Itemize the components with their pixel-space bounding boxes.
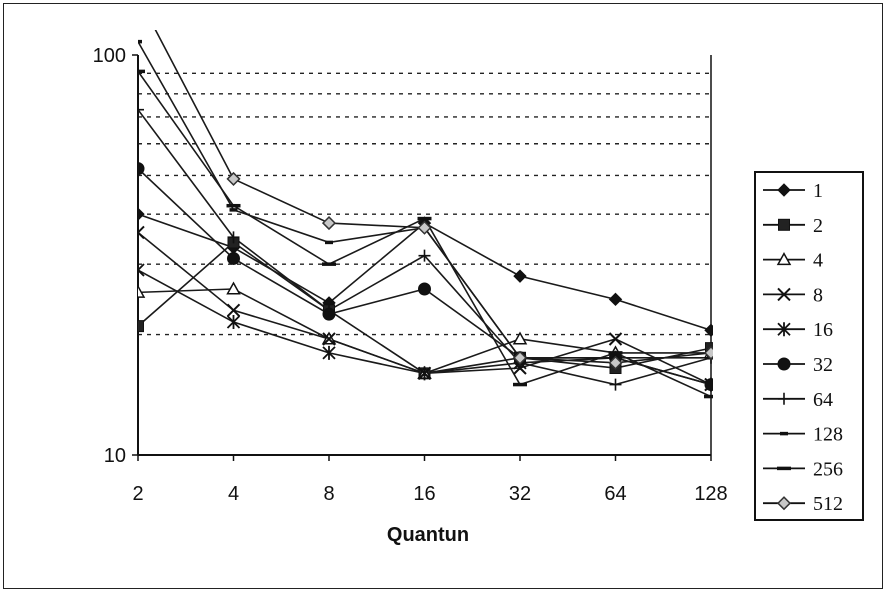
marker-diamond-outline: [703, 345, 713, 360]
series-markers-512: [132, 0, 713, 370]
marker-diamond-outline: [417, 220, 432, 235]
legend-item: 512: [763, 493, 843, 515]
series-markers-16: [138, 263, 713, 392]
legend-label: 512: [813, 493, 843, 515]
marker-square: [138, 320, 144, 333]
marker-plus: [138, 103, 144, 116]
legend-label: 1: [813, 180, 823, 202]
legend-label: 128: [813, 424, 843, 446]
marker-circle: [227, 251, 240, 265]
y-tick-label: 10: [104, 445, 126, 467]
legend-item: 32: [763, 354, 833, 376]
marker-circle: [777, 357, 791, 371]
marker-square: [778, 218, 790, 231]
legend-label: 256: [813, 458, 843, 480]
marker-asterisk: [138, 263, 145, 278]
marker-asterisk: [322, 345, 336, 360]
marker-asterisk: [226, 315, 241, 330]
marker-plus: [323, 304, 335, 317]
marker-diamond-outline: [132, 0, 144, 3]
legend-item: 2: [763, 215, 823, 237]
legend-item: 128: [763, 424, 843, 446]
marker-circle: [418, 282, 431, 296]
x-tick-labels: 2 4 8 16 32 64 128: [132, 483, 727, 505]
legend-item: 4: [763, 250, 823, 272]
legend-box: [754, 171, 864, 521]
x-tick-label: 128: [694, 483, 727, 505]
marker-circle: [704, 378, 713, 392]
x-tick-label: 16: [413, 483, 435, 505]
marker-plus: [418, 249, 431, 262]
marker-plus: [609, 378, 622, 391]
y-tick-label: 100: [93, 45, 126, 67]
legend-label: 64: [813, 389, 833, 411]
legend-item: 64: [763, 389, 833, 411]
series-markers-128: [138, 39, 713, 360]
series-markers-64: [138, 103, 713, 391]
marker-triangle: [138, 284, 146, 298]
x-tick-label: 4: [228, 483, 239, 505]
marker-x: [608, 332, 623, 346]
marker-x: [322, 332, 336, 346]
legend-label: 8: [813, 284, 823, 306]
marker-diamond: [777, 183, 791, 197]
series-line-2: [138, 241, 712, 375]
legend-label: 4: [813, 250, 823, 272]
series-line-512: [154, 30, 712, 364]
marker-diamond-outline: [608, 355, 623, 370]
marker-circle: [138, 162, 145, 176]
legend-item: 16: [763, 319, 833, 341]
series-line-128: [138, 41, 711, 359]
marker-diamond: [138, 207, 145, 221]
series-markers-4: [138, 281, 713, 379]
legend-item: 256: [763, 458, 843, 480]
legend-item: 1: [763, 180, 823, 202]
marker-x: [226, 303, 241, 318]
chart-frame: [3, 3, 883, 589]
series-markers-32: [138, 162, 713, 392]
grid-lines: [138, 72, 711, 336]
legend-label: 32: [813, 354, 833, 376]
x-tick-label: 8: [323, 483, 334, 505]
marker-x: [138, 225, 145, 240]
series-markers-256: [138, 69, 713, 399]
x-tick-label: 32: [509, 483, 531, 505]
marker-diamond-outline: [226, 171, 241, 186]
series-lines: [138, 30, 712, 398]
legend-label: 2: [813, 215, 823, 237]
series-markers: [132, 0, 713, 399]
x-tick-label: 2: [132, 483, 143, 505]
legend-label: 16: [813, 319, 833, 341]
marker-x: [777, 287, 791, 302]
marker-plus: [778, 392, 790, 405]
marker-diamond: [704, 323, 713, 338]
marker-diamond-outline: [321, 216, 337, 231]
marker-diamond-outline: [512, 350, 528, 365]
x-axis-title: Quantun: [387, 524, 469, 546]
marker-triangle: [512, 331, 528, 345]
legend-item: 8: [763, 284, 823, 306]
marker-plus: [227, 231, 240, 244]
legend: 1 2 4 8 16 32 64 128 256 512: [754, 171, 864, 521]
marker-diamond-outline: [776, 496, 792, 511]
y-tick-labels: 100 10: [93, 45, 126, 467]
marker-asterisk: [417, 366, 432, 381]
marker-diamond: [608, 292, 623, 307]
marker-triangle: [776, 252, 792, 266]
marker-triangle: [226, 281, 241, 295]
x-tick-label: 64: [604, 483, 626, 505]
marker-diamond: [513, 269, 527, 283]
marker-asterisk: [777, 322, 791, 337]
